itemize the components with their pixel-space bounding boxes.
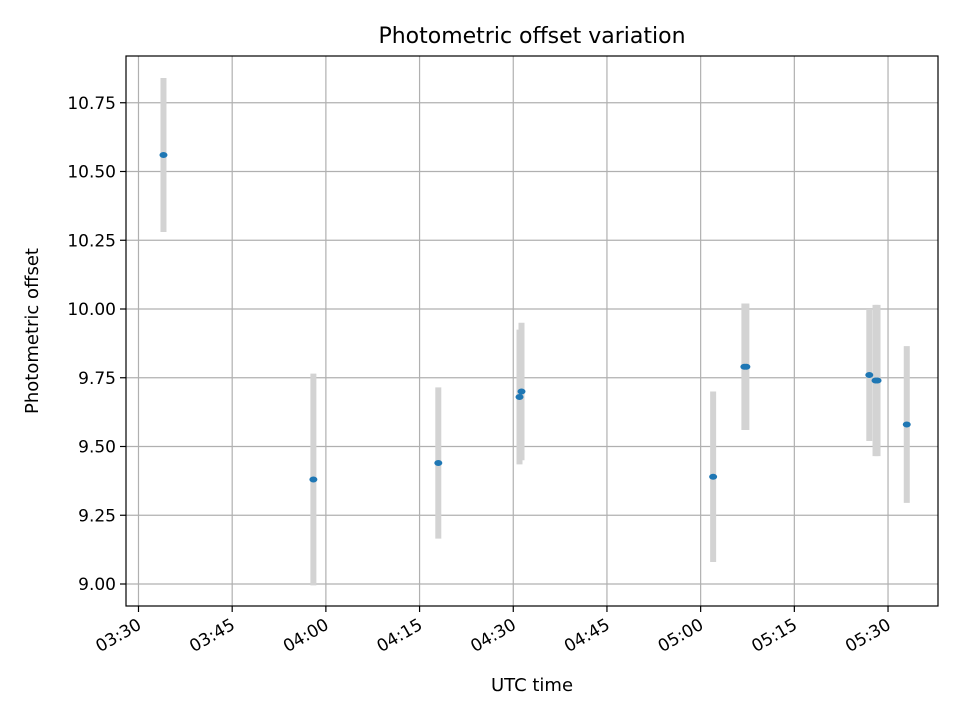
y-tick-label: 10.25	[67, 231, 116, 251]
data-point	[865, 372, 874, 378]
error-bars	[160, 78, 910, 586]
data-point	[434, 460, 443, 466]
y-tick-label: 10.00	[67, 300, 116, 320]
x-tick-label: 04:45	[561, 615, 613, 657]
x-tick-label: 03:30	[93, 615, 145, 657]
data-point	[515, 394, 524, 400]
y-axis-ticks: 9.00 9.25 9.50 9.75 10.00 10.25 10.50 10.75	[67, 94, 126, 595]
x-axis-ticks: 03:30 03:45 04:00 04:15 04:30 04:45 05:00 05:15…	[93, 606, 895, 657]
x-axis-label: UTC time	[491, 675, 573, 696]
y-tick-label: 9.50	[78, 438, 116, 458]
x-tick-label: 04:00	[280, 615, 332, 657]
x-tick-label: 05:15	[748, 615, 800, 657]
data-point	[709, 473, 718, 480]
x-tick-label: 04:15	[374, 615, 426, 657]
data-point	[873, 377, 882, 384]
x-tick-label: 04:30	[467, 615, 519, 657]
y-tick-label: 9.25	[78, 506, 116, 526]
chart-title: Photometric offset variation	[378, 24, 685, 49]
plot-frame	[125, 55, 939, 607]
grid	[126, 56, 938, 606]
data-points	[159, 152, 911, 483]
data-point	[517, 388, 526, 395]
data-point	[159, 152, 168, 158]
data-point	[742, 363, 751, 370]
data-point	[902, 421, 911, 428]
y-tick-label: 9.75	[78, 369, 116, 389]
x-tick-label: 05:00	[655, 615, 707, 657]
data-point	[309, 476, 318, 483]
x-tick-label: 03:45	[186, 615, 238, 657]
y-tick-label: 10.50	[67, 163, 116, 183]
x-tick-label: 05:30	[842, 615, 894, 657]
y-tick-label: 9.00	[78, 575, 116, 595]
y-axis-label: Photometric offset	[22, 248, 43, 414]
y-tick-label: 10.75	[67, 94, 116, 114]
